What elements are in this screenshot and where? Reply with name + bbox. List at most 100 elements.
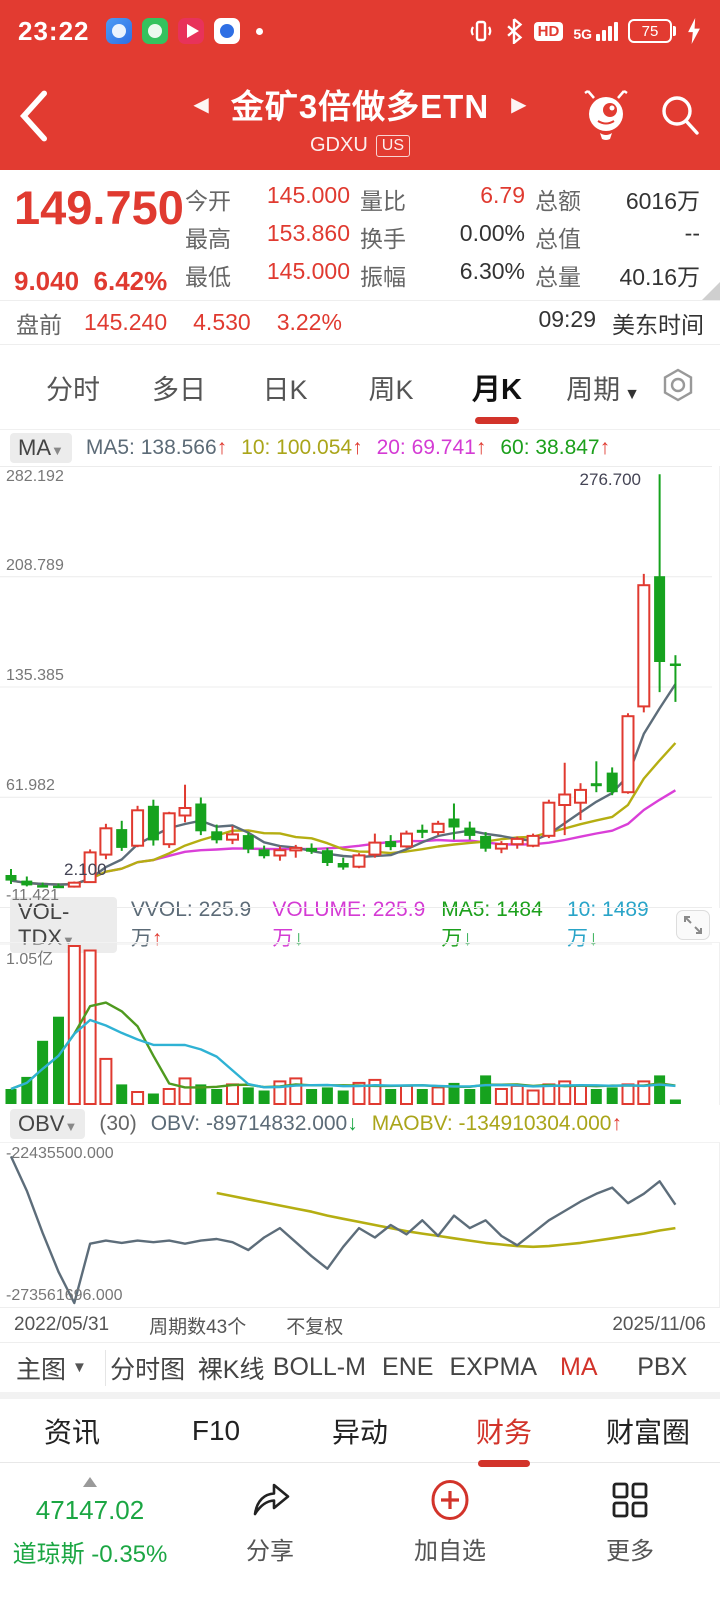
charging-icon [688, 18, 700, 44]
chevron-down-icon: ▼ [64, 1118, 78, 1134]
volume-y-max-label: 1.05亿 [6, 951, 54, 968]
dow-index-name: 道琼斯 -0.35% [12, 1541, 168, 1568]
toolbar-item-pbx[interactable]: PBX [637, 1353, 688, 1381]
premarket-pct: 3.22% [276, 309, 342, 335]
grid-more-icon [612, 1482, 648, 1518]
tab-news[interactable]: 资讯 [43, 1416, 100, 1448]
tab-weekly-k[interactable]: 周K [368, 374, 414, 405]
open-value: 145.000 [266, 182, 350, 208]
last-price: 149.750 [14, 181, 184, 234]
clock: 23:22 [18, 15, 90, 46]
tab-f10[interactable]: F10 [191, 1414, 241, 1446]
min-price-label: 2.100 [64, 860, 107, 879]
app-notification-icon-3 [177, 18, 204, 44]
toolbar-item-minute-chart[interactable]: 分时图 [110, 1355, 186, 1384]
fullscreen-expand-button[interactable] [676, 910, 710, 940]
axis-end-date: 2025/11/06 [612, 1314, 706, 1335]
share-icon [253, 1483, 290, 1516]
chevron-down-icon: ▼ [51, 443, 64, 458]
nav-share-button[interactable]: 分享 [180, 1477, 360, 1604]
bluetooth-icon [506, 18, 522, 44]
tab-wealth-circle[interactable]: 财富圈 [605, 1416, 690, 1448]
corner-fold-indicator[interactable] [702, 282, 720, 300]
price-change: 9.040 6.42% [14, 266, 168, 296]
nav-add-watchlist-button[interactable]: 加自选 [360, 1477, 540, 1604]
toolbar-item-ma[interactable]: MA [560, 1353, 598, 1381]
notification-dot [255, 27, 263, 35]
market-cap-value: -- [684, 220, 700, 246]
premarket-price: 145.240 [84, 309, 168, 335]
app-notification-icon-2 [141, 18, 168, 44]
tab-period-dropdown[interactable]: 周期 ▼ [566, 374, 640, 405]
obv-y-bottom-label: -273561696.000 [6, 1287, 123, 1304]
chevron-down-icon: ▼ [72, 1359, 87, 1376]
ma-selector-button[interactable]: MA▼ [10, 433, 72, 463]
toolbar-item-ene[interactable]: ENE [382, 1353, 434, 1381]
total-volume-value: 40.16万 [619, 264, 700, 290]
tab-minute[interactable]: 分时 [46, 374, 100, 405]
assistant-mascot-icon[interactable] [580, 88, 632, 144]
tab-financials[interactable]: 财务 [432, 1395, 576, 1467]
ma20-value: 20: 69.741↑ [376, 436, 487, 459]
toolbar-item-boll-m[interactable]: BOLL-M [272, 1353, 366, 1381]
main-chart-selector[interactable]: 主图 ▼ [16, 1349, 106, 1386]
premarket-bar[interactable]: 盘前 145.240 4.530 3.22% 09:29 美东时间 [0, 300, 720, 345]
signal-icon: 5G [573, 21, 618, 41]
quote-grid: 今开 145.000 量比 6.79 总额 6016万 最高 153.860 换手 0.0… [185, 180, 710, 294]
nav-more-button[interactable]: 更多 [540, 1477, 720, 1604]
tab-multiday[interactable]: 多日 [152, 374, 206, 405]
market-badge: US [375, 134, 411, 157]
premarket-timezone: 美东时间 [612, 311, 704, 338]
expand-icon [684, 916, 703, 934]
next-stock-arrow-icon[interactable]: ▶ [511, 93, 527, 116]
obv-value: OBV: -89714832.000↓ [150, 1111, 358, 1135]
volume-chart-pane[interactable]: 1.05亿 [0, 942, 720, 1105]
premarket-time: 09:29 [538, 305, 596, 332]
toolbar-item-expma[interactable]: EXPMA [449, 1353, 537, 1381]
nav-index-dow[interactable]: 47147.02 道琼斯 -0.35% [0, 1477, 180, 1604]
dow-index-value: 47147.02 [35, 1495, 145, 1525]
prev-stock-arrow-icon[interactable]: ◀ [193, 93, 209, 116]
obv-selector-button[interactable]: OBV▼ [10, 1108, 86, 1139]
tab-daily-k[interactable]: 日K [262, 374, 308, 405]
tab-movements[interactable]: 异动 [331, 1416, 388, 1448]
y-tick-1: 208.789 [6, 557, 64, 574]
status-bar: 23:22 HD 5G 75 [0, 0, 720, 62]
notification-icons [105, 18, 263, 44]
obv-indicator-bar: OBV▼ (30) OBV: -89714832.000↓ MAOBV: -13… [0, 1105, 720, 1142]
axis-start-date: 2022/05/31 [14, 1314, 110, 1335]
volume-indicator-bar: VOL-TDX▼ VVOL: 225.9万↑ VOLUME: 225.9万↓ M… [0, 897, 720, 953]
amplitude-value: 6.30% [459, 258, 525, 284]
obv-chart-pane[interactable]: -22435500.000 -273561696.000 [0, 1142, 720, 1308]
stock-symbol: GDXU [309, 134, 368, 156]
y-tick-2: 135.385 [6, 667, 64, 684]
tab-monthly-k[interactable]: 月K [444, 352, 550, 422]
high-value: 153.860 [266, 220, 350, 246]
obv-chart-canvas[interactable] [0, 1143, 720, 1309]
kline-chart-canvas[interactable] [0, 466, 720, 908]
axis-period-count: 周期数43个 [149, 1316, 247, 1338]
y-tick-4: -11.421 [6, 887, 60, 904]
settings-gear-icon[interactable] [660, 367, 696, 403]
collapse-up-icon [83, 1477, 97, 1487]
chevron-down-icon: ▼ [624, 385, 640, 403]
turnover-rate-value: 0.00% [459, 220, 525, 246]
battery-icon: 75 [628, 19, 676, 43]
max-price-label: 276.700 [579, 470, 641, 489]
ma10-value: 10: 100.054↑ [241, 436, 363, 459]
ma-indicator-bar: MA▼ MA5: 138.566↑ 10: 100.054↑ 20: 69.74… [0, 430, 720, 466]
low-value: 145.000 [266, 258, 350, 284]
period-tabs: 分时 多日 日K 周K 月K 周期 ▼ [0, 345, 720, 430]
search-icon[interactable] [658, 92, 702, 140]
maobv-value: MAOBV: -134910304.000↑ [371, 1111, 622, 1135]
app-header: ◀ 金矿3倍做多ETN ▶ GDXU US [0, 62, 720, 170]
back-button[interactable] [14, 90, 54, 142]
volume-chart-canvas[interactable] [0, 943, 720, 1106]
ma5-value: MA5: 138.566↑ [85, 436, 228, 459]
volume-ratio-value: 6.79 [480, 182, 525, 208]
kline-chart-pane[interactable]: 282.192 208.789 135.385 61.982 -11.421 2… [0, 466, 720, 908]
y-tick-0: 282.192 [6, 468, 64, 485]
axis-adjust-mode[interactable]: 不复权 [286, 1316, 344, 1338]
obv-y-top-label: -22435500.000 [6, 1145, 114, 1162]
toolbar-item-bare-k[interactable]: 裸K线 [197, 1355, 265, 1384]
